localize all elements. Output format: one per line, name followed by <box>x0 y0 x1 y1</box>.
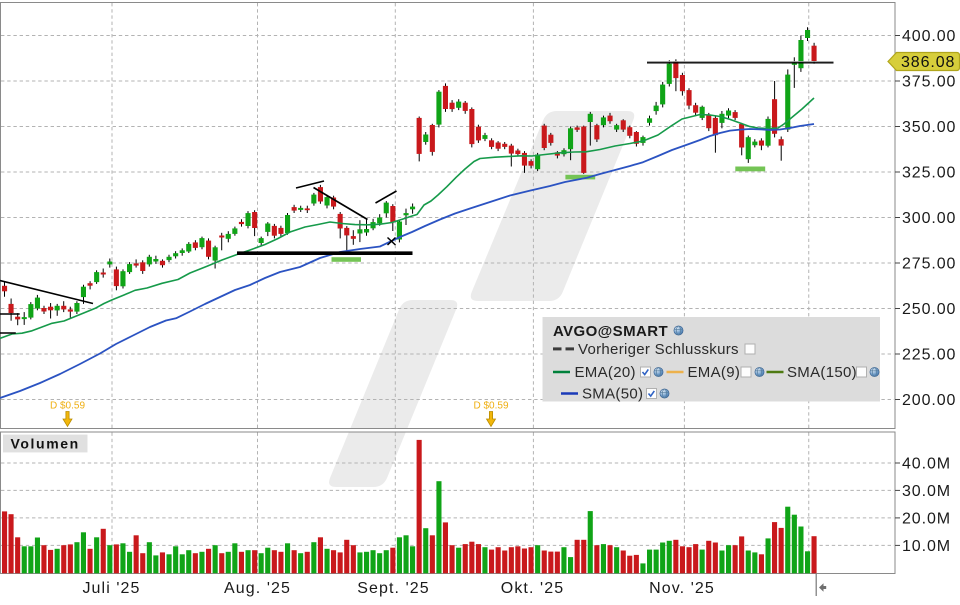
svg-text:350.00: 350.00 <box>902 119 956 136</box>
svg-text:375.00: 375.00 <box>902 74 956 91</box>
svg-text:400.00: 400.00 <box>902 28 956 45</box>
svg-text:325.00: 325.00 <box>902 165 956 182</box>
svg-text:Juli '25: Juli '25 <box>82 580 140 597</box>
svg-text:EMA(20): EMA(20) <box>575 364 636 381</box>
svg-text:D $0.59: D $0.59 <box>473 401 508 412</box>
svg-text:200.00: 200.00 <box>902 392 956 409</box>
svg-text:30.0M: 30.0M <box>902 483 951 500</box>
svg-text:SMA(50): SMA(50) <box>582 386 643 403</box>
svg-text:40.0M: 40.0M <box>902 456 951 473</box>
svg-text:Vorheriger Schlusskurs: Vorheriger Schlusskurs <box>578 341 739 358</box>
svg-text:Okt. '25: Okt. '25 <box>501 580 564 597</box>
svg-text:Nov. '25: Nov. '25 <box>649 580 715 597</box>
svg-text:D $0.59: D $0.59 <box>50 401 85 412</box>
svg-text:300.00: 300.00 <box>902 210 956 227</box>
svg-text:Sept. '25: Sept. '25 <box>357 580 430 597</box>
svg-text:386.08: 386.08 <box>901 54 955 71</box>
svg-text:10.0M: 10.0M <box>902 538 951 555</box>
svg-text:EMA(9): EMA(9) <box>688 364 741 381</box>
svg-text:Volumen: Volumen <box>11 435 80 451</box>
svg-text:Aug. '25: Aug. '25 <box>224 580 291 597</box>
svg-text:SMA(150): SMA(150) <box>787 364 857 381</box>
svg-text:AVGO@SMART: AVGO@SMART <box>553 323 668 340</box>
svg-text:20.0M: 20.0M <box>902 510 951 527</box>
svg-text:250.00: 250.00 <box>902 301 956 318</box>
svg-text:225.00: 225.00 <box>902 347 956 364</box>
svg-text:275.00: 275.00 <box>902 256 956 273</box>
